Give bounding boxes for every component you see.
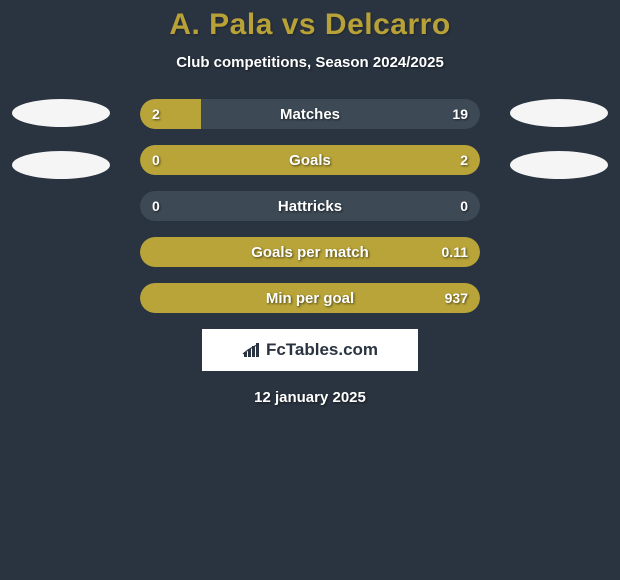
stat-right-value: 19	[452, 99, 468, 129]
stat-label: Hattricks	[140, 191, 480, 221]
stat-bar: 0Hattricks0	[140, 191, 480, 221]
stat-label: Goals	[140, 145, 480, 175]
team-badge-right-2	[510, 151, 608, 179]
stat-bar: Goals per match0.11	[140, 237, 480, 267]
subtitle: Club competitions, Season 2024/2025	[0, 54, 620, 71]
date-text: 12 january 2025	[0, 389, 620, 406]
brand-logo-text: FcTables.com	[242, 340, 378, 360]
bar-chart-icon	[242, 342, 262, 358]
stat-label: Min per goal	[140, 283, 480, 313]
brand-logo: FcTables.com	[202, 329, 418, 371]
stat-right-value: 0.11	[442, 237, 468, 267]
team-badge-right-1	[510, 99, 608, 127]
stat-bar: 0Goals2	[140, 145, 480, 175]
stat-bar: Min per goal937	[140, 283, 480, 313]
stat-right-value: 937	[445, 283, 468, 313]
comparison-infographic: A. Pala vs Delcarro Club competitions, S…	[0, 0, 620, 406]
stat-bar: 2Matches19	[140, 99, 480, 129]
stat-label: Matches	[140, 99, 480, 129]
stat-label: Goals per match	[140, 237, 480, 267]
team-badge-left-2	[12, 151, 110, 179]
page-title: A. Pala vs Delcarro	[0, 8, 620, 42]
team-badge-left-1	[12, 99, 110, 127]
stat-right-value: 0	[460, 191, 468, 221]
stats-area: 2Matches190Goals20Hattricks0Goals per ma…	[0, 99, 620, 313]
brand-name: FcTables.com	[266, 340, 378, 360]
stat-right-value: 2	[460, 145, 468, 175]
